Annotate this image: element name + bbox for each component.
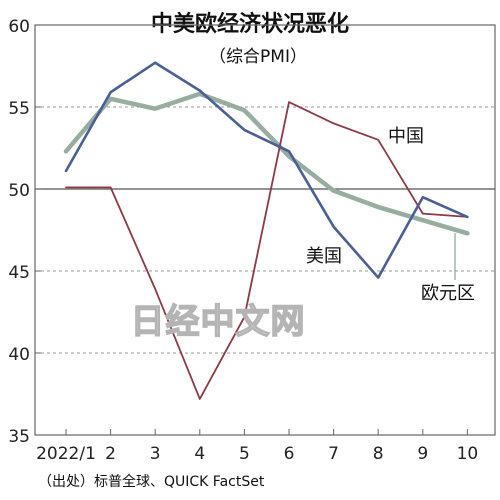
x-tick-label-5: 6: [284, 444, 295, 464]
x-tick-label-1: 2: [105, 444, 116, 464]
plot-frame: [34, 24, 496, 436]
y-tick-label-40: 40: [8, 345, 30, 365]
x-tick-label-0: 2022/1: [36, 444, 96, 464]
y-tick-label-45: 45: [8, 263, 30, 283]
series-label-us: 美国: [306, 246, 342, 267]
x-tick-label-7: 8: [373, 444, 384, 464]
x-tick-label-2: 3: [150, 444, 161, 464]
chart-title: 中美欧经济状况恶化: [151, 11, 349, 37]
y-tick-label-60: 60: [8, 17, 30, 37]
series-line-us: [64, 61, 469, 279]
series-label-china: 中国: [388, 126, 424, 147]
chart-subtitle: （综合PMI）: [209, 47, 307, 67]
series-layer: [63, 61, 470, 400]
x-tick-label-4: 5: [239, 444, 250, 464]
watermark: 日经中文网: [131, 302, 306, 342]
x-tick-label-6: 7: [328, 444, 339, 464]
source-note: （出处）标普全球、QUICK FactSet: [38, 473, 265, 490]
y-tick-label-50: 50: [8, 181, 30, 201]
series-line-china: [65, 101, 469, 400]
series-line-euro: [63, 91, 470, 236]
y-tick-label-35: 35: [8, 427, 30, 447]
x-tick-label-3: 4: [194, 444, 205, 464]
x-tick-label-8: 9: [417, 444, 428, 464]
x-tick-label-9: 10: [457, 444, 479, 464]
series-label-euro: 欧元区: [421, 283, 475, 304]
y-tick-label-55: 55: [8, 99, 30, 119]
